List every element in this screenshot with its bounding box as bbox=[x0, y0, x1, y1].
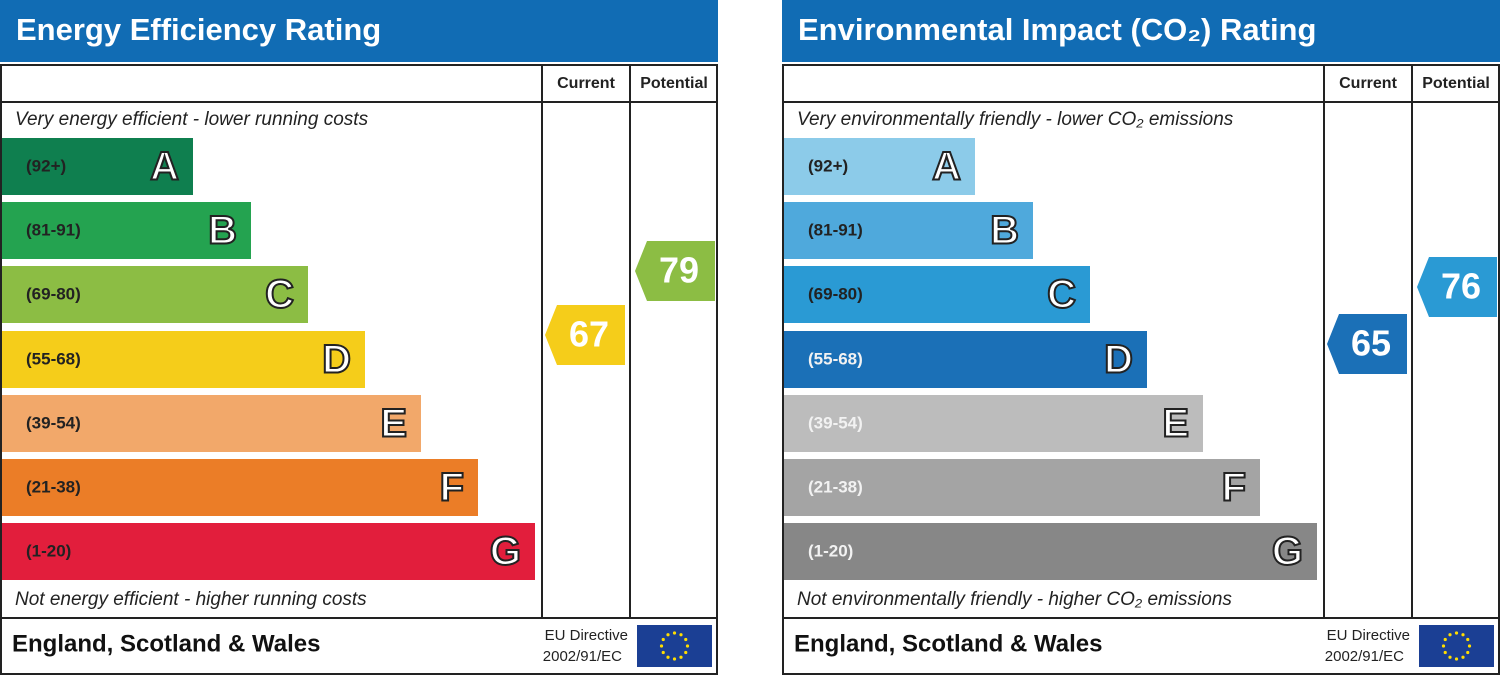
eu-star bbox=[661, 650, 665, 655]
rating-arrow bbox=[1417, 257, 1497, 317]
footer-region: England, Scotland & Wales bbox=[794, 630, 1102, 657]
bottom-note: Not energy efficient - higher running co… bbox=[15, 589, 367, 610]
band-range: (81-91) bbox=[26, 220, 81, 239]
footer-region: England, Scotland & Wales bbox=[12, 630, 320, 657]
band-range: (69-80) bbox=[808, 284, 863, 303]
band-letter: B bbox=[990, 209, 1019, 253]
title-bar bbox=[782, 0, 1500, 62]
eu-star bbox=[679, 633, 683, 637]
eu-star bbox=[1443, 637, 1447, 642]
eu-star bbox=[684, 650, 688, 655]
rating-value: 67 bbox=[569, 314, 609, 355]
eu-star bbox=[659, 644, 664, 648]
eu-star bbox=[1448, 655, 1452, 659]
band-letter: A bbox=[150, 145, 179, 189]
top-note: Very energy efficient - lower running co… bbox=[15, 109, 369, 130]
eu-star bbox=[1461, 633, 1465, 637]
eu-star bbox=[666, 633, 670, 637]
band-letter: F bbox=[440, 466, 464, 510]
band-bar bbox=[784, 138, 975, 195]
footer-directive: EU Directive bbox=[1327, 627, 1410, 644]
band-range: (39-54) bbox=[808, 413, 863, 432]
band-bar bbox=[2, 266, 308, 323]
top-note: Very environmentally friendly - lower CO… bbox=[797, 109, 1234, 130]
band-range: (55-68) bbox=[26, 349, 81, 368]
band-letter: A bbox=[932, 145, 961, 189]
band-range: (1-20) bbox=[808, 541, 853, 560]
eu-flag bbox=[637, 625, 712, 667]
band-bar bbox=[784, 459, 1260, 516]
band-letter: F bbox=[1222, 466, 1246, 510]
footer-directive: EU Directive bbox=[545, 627, 628, 644]
band-bar bbox=[784, 523, 1317, 580]
panel-title: Energy Efficiency Rating bbox=[16, 12, 381, 47]
rating-panel: Energy Efficiency Rating Current Potential… bbox=[0, 0, 718, 675]
band-letter: E bbox=[1162, 402, 1189, 446]
band-bar bbox=[2, 138, 193, 195]
band-letter: C bbox=[1047, 273, 1076, 317]
eu-star bbox=[1448, 633, 1452, 637]
rating-value: 76 bbox=[1441, 266, 1481, 307]
band-letter: D bbox=[1104, 338, 1133, 382]
rating-value: 79 bbox=[659, 250, 699, 291]
eu-star bbox=[1443, 650, 1447, 655]
band-bar bbox=[784, 202, 1033, 259]
band-range: (21-38) bbox=[26, 477, 81, 496]
band-bar bbox=[784, 395, 1203, 452]
band-range: (92+) bbox=[808, 156, 848, 175]
eu-star bbox=[666, 655, 670, 659]
eu-star bbox=[679, 655, 683, 659]
band-letter: B bbox=[208, 209, 237, 253]
band-letter: C bbox=[265, 273, 294, 317]
band-range: (69-80) bbox=[26, 284, 81, 303]
eu-star bbox=[672, 657, 677, 661]
eu-star bbox=[1467, 644, 1472, 648]
rating-arrow bbox=[1327, 314, 1407, 374]
eu-star bbox=[1466, 650, 1470, 655]
band-letter: E bbox=[380, 402, 407, 446]
band-bar bbox=[2, 395, 421, 452]
band-bar bbox=[784, 266, 1090, 323]
band-range: (55-68) bbox=[808, 349, 863, 368]
footer-directive: 2002/91/EC bbox=[1325, 648, 1404, 665]
eu-star bbox=[1454, 657, 1459, 661]
eu-star bbox=[672, 631, 677, 635]
band-range: (1-20) bbox=[26, 541, 71, 560]
band-bar bbox=[784, 331, 1147, 388]
footer-directive: 2002/91/EC bbox=[543, 648, 622, 665]
eu-star bbox=[1461, 655, 1465, 659]
eu-star bbox=[685, 644, 690, 648]
band-range: (81-91) bbox=[808, 220, 863, 239]
eu-star bbox=[1454, 631, 1459, 635]
band-bar bbox=[2, 459, 478, 516]
band-bar bbox=[2, 331, 365, 388]
header-current: Current bbox=[1339, 75, 1397, 92]
rating-arrow bbox=[635, 241, 715, 301]
panel-title: Environmental Impact (CO₂) Rating bbox=[798, 12, 1316, 47]
header-potential: Potential bbox=[1422, 75, 1490, 92]
rating-value: 65 bbox=[1351, 323, 1391, 364]
band-range: (21-38) bbox=[808, 477, 863, 496]
title-bar bbox=[0, 0, 718, 62]
bottom-note: Not environmentally friendly - higher CO… bbox=[797, 589, 1232, 610]
band-bar bbox=[2, 523, 535, 580]
eu-star bbox=[1466, 637, 1470, 642]
band-bar bbox=[2, 202, 251, 259]
band-letter: G bbox=[1272, 530, 1303, 574]
band-range: (39-54) bbox=[26, 413, 81, 432]
rating-arrow bbox=[545, 305, 625, 365]
band-letter: D bbox=[322, 338, 351, 382]
eu-flag bbox=[1419, 625, 1494, 667]
header-current: Current bbox=[557, 75, 615, 92]
band-range: (92+) bbox=[26, 156, 66, 175]
eu-star bbox=[661, 637, 665, 642]
band-letter: G bbox=[490, 530, 521, 574]
eu-star bbox=[1441, 644, 1446, 648]
rating-panel: Environmental Impact (CO₂) Rating Current… bbox=[782, 0, 1500, 675]
header-potential: Potential bbox=[640, 75, 708, 92]
eu-star bbox=[684, 637, 688, 642]
